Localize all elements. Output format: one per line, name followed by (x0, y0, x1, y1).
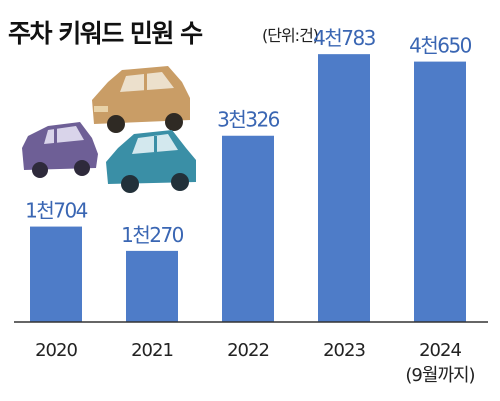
value-label-2021: 1천270 (121, 223, 184, 247)
unit-label: (단위:건) (262, 26, 318, 45)
teal-car-illustration (106, 130, 196, 193)
x-tick-label-2023: 2023 (323, 340, 365, 361)
x-tick-label-2022: 2022 (227, 340, 269, 361)
value-label-2022: 3천326 (217, 108, 280, 132)
bar-2021 (126, 250, 178, 322)
x-tick-label-2020: 2020 (35, 340, 77, 361)
bar-2024 (414, 61, 466, 322)
bars-group (30, 54, 466, 322)
purple-car-illustration (22, 122, 98, 178)
value-label-2024: 4천650 (409, 34, 472, 58)
bar-2022 (222, 135, 274, 322)
tan-car-illustration (92, 66, 190, 133)
chart-title: 주차 키워드 민원 수 (8, 19, 203, 48)
x-tick-label-2024: 2024 (419, 340, 461, 361)
labels-group: 1천704 2020 1천270 2021 3천326 2022 4천783 2023 4천65… (25, 26, 476, 386)
x-tick-label-2021: 2021 (131, 340, 173, 361)
bar-2020 (30, 226, 82, 322)
value-label-2020: 1천704 (25, 199, 88, 223)
value-label-2023: 4천783 (313, 26, 376, 50)
x-tick-note-2024: (9월까지) (405, 365, 474, 386)
bar-2023 (318, 54, 370, 322)
